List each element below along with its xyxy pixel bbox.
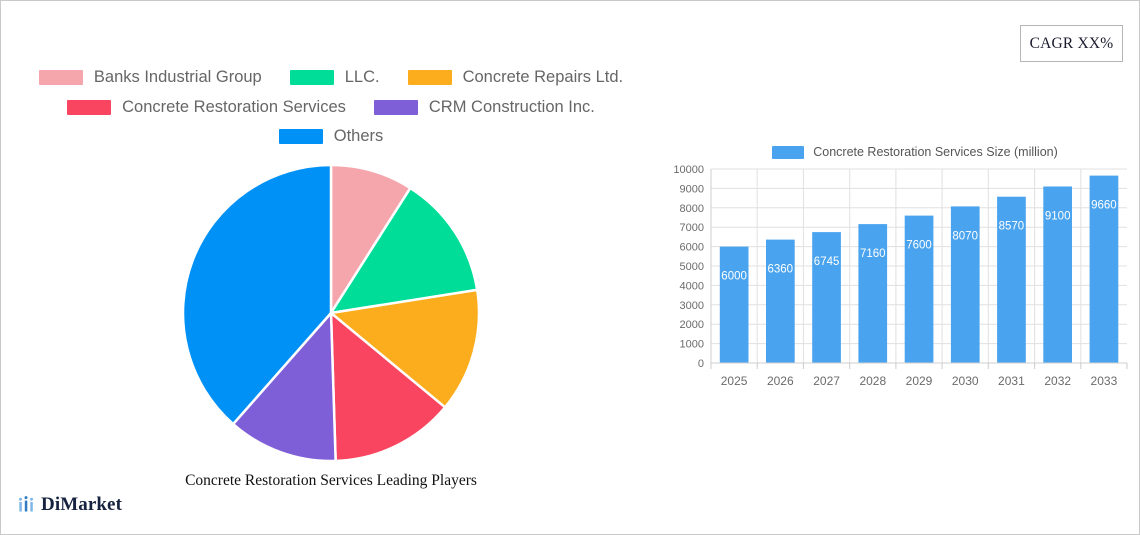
pie-legend-label: CRM Construction Inc.	[428, 97, 595, 116]
pie-legend: Banks Industrial Group LLC. Concrete Repai…	[8, 63, 654, 151]
x-axis-tick-label: 2032	[1044, 374, 1071, 388]
bar-value-label: 6360	[768, 264, 794, 276]
brand-logo: DiMarket	[17, 494, 122, 516]
bar-value-label: 7600	[906, 240, 932, 252]
cagr-badge: CAGR XX%	[1020, 25, 1123, 62]
footer-divider	[1, 488, 1139, 489]
bar-chart-plot: 0 1000 2000 3000 4000 5000 6000 7000 8000 9000 100…	[669, 163, 1131, 403]
pie-legend-swatch	[278, 128, 323, 144]
pie-slice[interactable]	[329, 186, 479, 315]
pie-legend-item[interactable]: LLC.	[289, 63, 380, 92]
bar-legend-swatch	[772, 145, 805, 159]
y-axis-tick-label: 8000	[680, 203, 704, 215]
bar-chart-legend: Concrete Restoration Services Size (mill…	[669, 141, 1131, 163]
bar[interactable]	[904, 215, 934, 363]
pie-legend-swatch	[38, 70, 83, 86]
bar[interactable]	[1089, 175, 1119, 363]
pie-legend-label: Banks Industrial Group	[93, 68, 262, 87]
bar-chart-panel: Concrete Restoration Services Size (mill…	[669, 141, 1131, 409]
pie-legend-row: Banks Industrial Group LLC. Concrete Repai…	[8, 63, 654, 92]
pie-legend-row: Others	[8, 122, 654, 151]
pie-chart	[181, 163, 481, 463]
y-axis-tick-label: 3000	[680, 300, 704, 312]
bar[interactable]	[719, 246, 749, 363]
y-axis-tick-label: 6000	[680, 242, 704, 254]
bar[interactable]	[812, 232, 841, 363]
bar-value-label: 6745	[814, 256, 840, 268]
bar[interactable]	[1043, 186, 1072, 364]
pie-legend-swatch	[373, 99, 418, 115]
pie-legend-label: Concrete Restoration Services	[122, 97, 346, 116]
pie-legend-swatch	[289, 70, 334, 86]
bar-value-label: 8070	[952, 230, 978, 242]
bar-chart-logo-icon	[19, 496, 33, 512]
y-axis-tick-label: 5000	[680, 261, 704, 273]
bar-legend-label: Concrete Restoration Services Size (mill…	[813, 145, 1058, 159]
bar[interactable]	[858, 224, 888, 363]
bar-value-label: 8570	[999, 221, 1025, 233]
bar[interactable]	[950, 206, 980, 363]
pie-slice[interactable]	[231, 311, 337, 462]
y-axis-tick-label: 7000	[680, 222, 704, 234]
pie-slice[interactable]	[181, 163, 333, 426]
pie-slice[interactable]	[329, 163, 412, 315]
pie-legend-item[interactable]: Concrete Restoration Services	[67, 93, 346, 122]
pie-legend-item[interactable]: Banks Industrial Group	[38, 63, 262, 92]
pie-legend-item[interactable]: CRM Construction Inc.	[373, 93, 595, 122]
y-axis-tick-label: 9000	[680, 183, 704, 195]
pie-legend-label: LLC.	[344, 68, 380, 87]
bar[interactable]	[997, 196, 1026, 363]
x-axis-tick-label: 2030	[952, 374, 979, 388]
x-axis-tick-label: 2033	[1091, 374, 1118, 388]
y-axis-tick-label: 0	[698, 358, 704, 370]
cagr-badge-label: CAGR XX%	[1029, 34, 1114, 52]
x-axis-tick-label: 2027	[813, 374, 840, 388]
bar[interactable]	[766, 239, 795, 363]
x-axis-tick-label: 2025	[721, 374, 748, 388]
pie-legend-label: Others	[333, 126, 384, 145]
bar-value-label: 9660	[1091, 200, 1117, 212]
pie-legend-item[interactable]: Concrete Repairs Ltd.	[407, 63, 624, 92]
y-axis-tick-label: 2000	[680, 319, 704, 331]
bar-value-label: 6000	[721, 271, 747, 283]
footer: DiMarket	[1, 488, 1139, 534]
pie-chart-panel: Banks Industrial Group LLC. Concrete Repai…	[1, 63, 661, 489]
pie-legend-swatch	[67, 99, 112, 115]
pie-slice[interactable]	[329, 288, 481, 409]
pie-slice[interactable]	[329, 311, 447, 462]
bar-value-label: 7160	[860, 248, 886, 260]
x-axis-tick-label: 2029	[906, 374, 933, 388]
brand-logo-text: DiMarket	[41, 494, 122, 515]
y-axis-tick-label: 1000	[680, 339, 704, 351]
pie-legend-label: Concrete Repairs Ltd.	[462, 68, 624, 87]
pie-legend-item[interactable]: Others	[278, 122, 384, 151]
x-axis-tick-label: 2028	[859, 374, 886, 388]
pie-legend-row: Concrete Restoration Services CRM Constru…	[8, 92, 654, 121]
pie-chart-title: Concrete Restoration Services Leading Pl…	[185, 471, 477, 489]
pie-chart-svg	[181, 163, 481, 462]
x-axis-tick-label: 2031	[998, 374, 1025, 388]
bar-chart-svg: 0 1000 2000 3000 4000 5000 6000 7000 8000 9000 100…	[673, 164, 1128, 388]
y-axis-tick-label: 4000	[680, 280, 704, 292]
bar-value-label: 9100	[1045, 211, 1071, 223]
pie-legend-swatch	[407, 70, 452, 86]
x-axis-tick-label: 2026	[767, 374, 794, 388]
y-axis-tick-label: 10000	[673, 164, 704, 176]
